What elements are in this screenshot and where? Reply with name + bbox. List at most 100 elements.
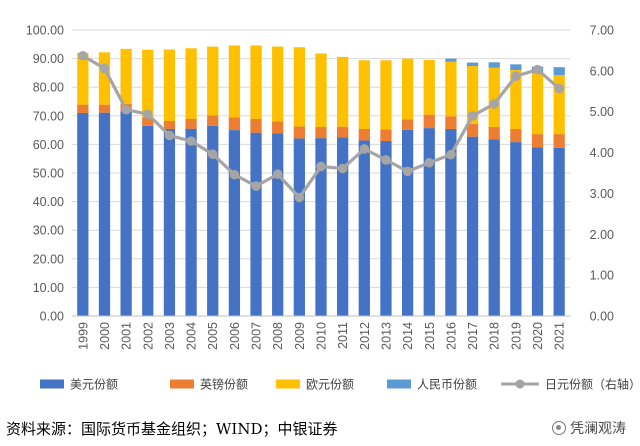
jpy-point xyxy=(424,157,435,168)
jpy-point xyxy=(359,144,370,154)
x-tick-label: 2010 xyxy=(315,322,329,350)
jpy-point xyxy=(251,181,261,191)
x-tick-label: 2003 xyxy=(163,322,177,350)
jpy-point xyxy=(294,192,305,203)
bar-segment xyxy=(423,60,435,115)
bar-segment xyxy=(445,128,457,316)
jpy-point xyxy=(402,166,413,177)
bar-segment xyxy=(77,112,89,316)
bar-segment xyxy=(293,126,305,139)
bar-segment xyxy=(228,45,241,118)
left-tick-label: 0.00 xyxy=(40,310,64,324)
bar-segment xyxy=(380,140,392,316)
bar-segment xyxy=(445,116,457,129)
bar-segment xyxy=(337,137,349,316)
left-tick-label: 80.00 xyxy=(33,81,64,95)
jpy-point xyxy=(489,99,500,109)
left-tick-label: 10.00 xyxy=(33,281,64,295)
bar-segment xyxy=(120,111,132,316)
left-tick-label: 70.00 xyxy=(33,109,64,123)
legend-swatch xyxy=(170,379,194,389)
x-tick-label: 2007 xyxy=(250,322,264,350)
bar-segment xyxy=(488,67,500,127)
x-tick-label: 2004 xyxy=(185,322,199,350)
jpy-point xyxy=(207,149,218,160)
x-tick-label: 2014 xyxy=(401,322,415,350)
source-note: 资料来源：国际货币基金组织；WIND；中银证券 xyxy=(6,420,338,438)
x-tick-label: 2009 xyxy=(293,322,307,350)
bars xyxy=(77,45,565,317)
jpy-point xyxy=(511,71,521,81)
bar-segment xyxy=(401,58,414,120)
x-tick-label: 2019 xyxy=(509,322,523,350)
legend-swatch xyxy=(40,379,64,389)
legend-label: 美元份额 xyxy=(70,378,118,392)
x-tick-label: 2012 xyxy=(358,322,372,350)
x-tick-label: 2001 xyxy=(120,322,134,350)
jpy-point xyxy=(554,83,564,94)
right-tick-label: 4.00 xyxy=(590,146,614,160)
bar-segment xyxy=(142,117,154,126)
bar-segment xyxy=(531,73,544,135)
bar-segment xyxy=(315,53,327,127)
jpy-point xyxy=(142,109,153,119)
bar-segment xyxy=(77,104,89,113)
x-tick-label: 2021 xyxy=(553,322,567,350)
legend: 美元份额 英镑份额 欧元份额 人民币份额 日元份额（右轴） xyxy=(40,377,640,392)
bar-segment xyxy=(250,132,262,316)
bar-segment xyxy=(315,138,327,316)
bar-segment xyxy=(466,66,479,124)
legend-swatch xyxy=(276,379,300,389)
bar-segment xyxy=(380,129,392,141)
watermark-text: 凭澜观涛 xyxy=(570,421,626,437)
x-tick-label: 2015 xyxy=(423,322,437,350)
legend-label: 日元份额（右轴） xyxy=(545,377,640,392)
bar-segment xyxy=(142,49,154,118)
bar-segment xyxy=(272,121,284,134)
bar-segment xyxy=(163,120,176,129)
bar-segment xyxy=(423,128,435,316)
bar-segment xyxy=(488,126,500,140)
bar-segment xyxy=(250,118,262,133)
x-tick-label: 2017 xyxy=(466,322,480,350)
left-tick-label: 40.00 xyxy=(33,195,64,209)
bar-segment xyxy=(250,45,262,119)
right-axis: 0.00 1.00 2.00 3.00 4.00 5.00 6.00 7.00 xyxy=(590,24,614,324)
bar-segment xyxy=(510,64,522,71)
jpy-point xyxy=(186,136,196,146)
bar-segment xyxy=(120,48,132,104)
bar-segment xyxy=(401,129,414,316)
jpy-point xyxy=(337,163,348,174)
bar-segment xyxy=(98,52,111,105)
left-tick-label: 30.00 xyxy=(33,224,64,238)
x-tick-label: 2020 xyxy=(531,322,545,350)
jpy-point xyxy=(164,130,175,141)
x-tick-label: 2000 xyxy=(98,322,112,350)
left-tick-label: 90.00 xyxy=(33,52,64,66)
bar-segment xyxy=(142,125,154,316)
bar-segment xyxy=(531,147,544,316)
left-tick-label: 60.00 xyxy=(33,138,64,152)
bar-segment xyxy=(315,126,327,139)
bar-segment xyxy=(510,128,522,143)
left-axis: 0.00 10.00 20.00 30.00 40.00 50.00 60.00 70.00 8… xyxy=(26,24,64,324)
bar-segment xyxy=(185,118,197,129)
jpy-line xyxy=(78,50,564,203)
bar-segment xyxy=(358,140,370,316)
bar-segment xyxy=(337,126,349,138)
jpy-point xyxy=(532,64,543,75)
x-tick-label: 2002 xyxy=(141,322,155,350)
bar-segment xyxy=(228,130,241,316)
bar-segment xyxy=(293,47,305,127)
bar-segment xyxy=(423,114,435,129)
jpy-point xyxy=(78,50,88,61)
jpy-point xyxy=(316,161,326,172)
bar-segment xyxy=(380,60,392,130)
jpy-point xyxy=(121,104,131,115)
bar-segment xyxy=(466,62,479,67)
legend-swatch xyxy=(387,379,411,389)
x-tick-label: 2016 xyxy=(444,322,458,350)
right-tick-label: 7.00 xyxy=(590,24,614,38)
jpy-point xyxy=(272,169,283,180)
